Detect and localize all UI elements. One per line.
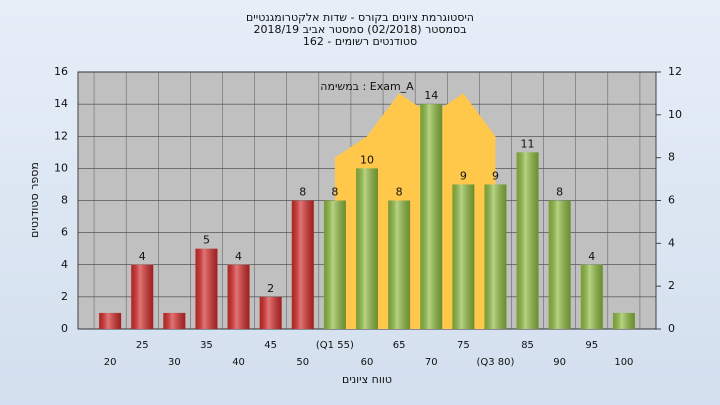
x-tick-label: 65 (393, 340, 406, 351)
y-tick-label: 8 (61, 194, 68, 207)
chart-title: בסמסטר (02/2018) סמסטר אביב 2018/19 (253, 23, 466, 36)
y2-tick-label: 10 (668, 108, 682, 121)
y-tick-label: 4 (61, 258, 68, 271)
bar-shade (516, 152, 539, 329)
bar-shade (195, 248, 218, 329)
bar-shade (323, 200, 346, 329)
bar-shade (259, 296, 282, 329)
x-tick-label: 35 (200, 340, 213, 351)
value-label: 8 (396, 186, 403, 199)
x-tick-label: 60 (361, 357, 374, 368)
bar-shade (580, 264, 603, 329)
y-tick-label: 16 (54, 65, 68, 78)
x-tick-label: (Q1 55) (316, 340, 354, 351)
value-label: 8 (331, 186, 338, 199)
y-tick-label: 12 (54, 129, 68, 142)
bar-shade (452, 184, 475, 329)
value-label: 4 (235, 250, 242, 263)
y-tick-label: 14 (54, 97, 68, 110)
x-tick-label: (Q3 80) (476, 357, 514, 368)
y2-tick-label: 4 (668, 236, 675, 249)
bar-shade (99, 312, 122, 329)
y-tick-label: 2 (61, 290, 68, 303)
x-tick-label: 20 (104, 357, 117, 368)
bar-shade (388, 200, 411, 329)
y-tick-label: 0 (61, 322, 68, 335)
value-label: 11 (521, 137, 535, 150)
x-axis-label: טווח ציונים (342, 373, 392, 386)
bar-shade (163, 312, 186, 329)
bar-shade (612, 312, 635, 329)
value-label: 10 (360, 153, 374, 166)
bar-shade (548, 200, 571, 329)
value-label: 4 (588, 250, 595, 263)
bar-shade (356, 168, 378, 329)
x-tick-label: 85 (521, 340, 534, 351)
bar-shade (484, 184, 507, 329)
value-label: 5 (203, 234, 210, 247)
y2-tick-label: 12 (668, 65, 682, 78)
y-tick-label: 10 (54, 161, 68, 174)
y2-tick-label: 6 (668, 194, 675, 207)
x-tick-label: 45 (264, 340, 277, 351)
x-tick-label: 75 (457, 340, 470, 351)
y2-tick-label: 0 (668, 322, 675, 335)
x-tick-label: 95 (585, 340, 598, 351)
bar-shade (420, 104, 443, 329)
annotation: במשימה : Exam_A (320, 80, 414, 93)
y-axis-label: מספר סטודנטים (28, 162, 41, 238)
y2-tick-label: 2 (668, 279, 675, 292)
bar-shade (227, 264, 250, 329)
value-label: 8 (556, 186, 563, 199)
value-label: 2 (267, 282, 274, 295)
y-tick-label: 6 (61, 226, 68, 239)
x-tick-label: 70 (425, 357, 438, 368)
x-tick-label: 50 (296, 357, 309, 368)
value-label: 4 (139, 250, 146, 263)
value-label: 9 (492, 169, 499, 182)
value-label: 8 (299, 186, 306, 199)
value-label: 14 (424, 89, 438, 102)
chart-title: היסטוגרמת ציונים בקורס - שדות אלקטרומגנט… (246, 11, 474, 24)
value-label: 9 (460, 169, 467, 182)
x-tick-label: 40 (232, 357, 245, 368)
bar-shade (291, 200, 314, 329)
chart-title: סטודנטים רשומים - 162 (303, 35, 417, 48)
x-tick-label: 30 (168, 357, 181, 368)
bar-shade (131, 264, 154, 329)
x-tick-label: 25 (136, 340, 149, 351)
x-tick-label: 90 (553, 357, 566, 368)
y2-tick-label: 8 (668, 151, 675, 164)
x-tick-label: 100 (614, 357, 633, 368)
